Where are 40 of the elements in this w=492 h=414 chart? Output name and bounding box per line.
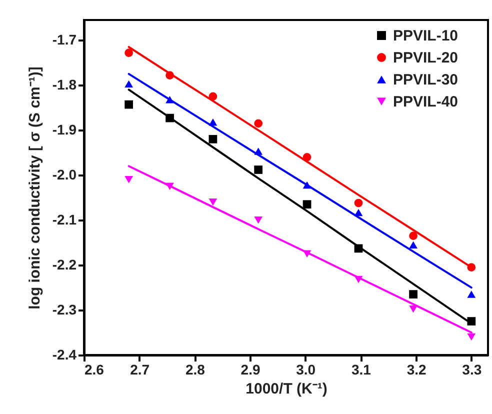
y-tick-label: -1.8: [52, 76, 77, 93]
legend-label: PPVIL-20: [393, 50, 458, 66]
x-tick-label: 2.8: [185, 362, 206, 378]
point: [254, 216, 263, 224]
y-tick-label: -1.7: [52, 32, 77, 48]
x-tick-label: 2.6: [84, 362, 104, 378]
y-axis-title: log ionic conductivity [ σ (S cm⁻¹)]: [26, 66, 44, 310]
point: [124, 48, 134, 57]
point: [302, 200, 312, 209]
x-tick-label: 3.2: [406, 362, 426, 378]
y-tick-label: -2.2: [52, 256, 77, 273]
y-tick-label: -1.9: [52, 122, 77, 138]
point: [254, 119, 263, 128]
x-tick-label: 3.1: [351, 362, 372, 378]
point: [254, 166, 263, 174]
point: [208, 134, 218, 144]
y-tick-label: -2.4: [52, 346, 77, 362]
point: [124, 176, 134, 184]
y-tick-label: -2.3: [52, 302, 77, 318]
x-tick-label: 2.7: [130, 362, 150, 378]
point: [467, 333, 476, 341]
x-tick-label: 3.3: [462, 362, 482, 378]
point: [124, 80, 134, 88]
y-tick-label: -2.1: [52, 212, 77, 228]
legend-label: PPVIL-10: [393, 28, 458, 44]
point: [208, 198, 218, 206]
point: [409, 306, 418, 313]
point: [467, 290, 476, 298]
x-tick-label: 3.0: [296, 362, 316, 378]
point: [354, 198, 363, 208]
point: [124, 100, 134, 109]
line-series: [128, 72, 472, 289]
point: [409, 232, 418, 240]
y-tick-label: -2.0: [52, 166, 77, 183]
x-axis-title: 1000/T (K⁻¹): [246, 380, 328, 398]
legend-label: PPVIL-30: [393, 72, 458, 88]
x-tick-label: 2.9: [240, 362, 260, 378]
point: [409, 241, 418, 248]
point: [409, 290, 418, 298]
legend-label: PPVIL-40: [393, 94, 458, 110]
